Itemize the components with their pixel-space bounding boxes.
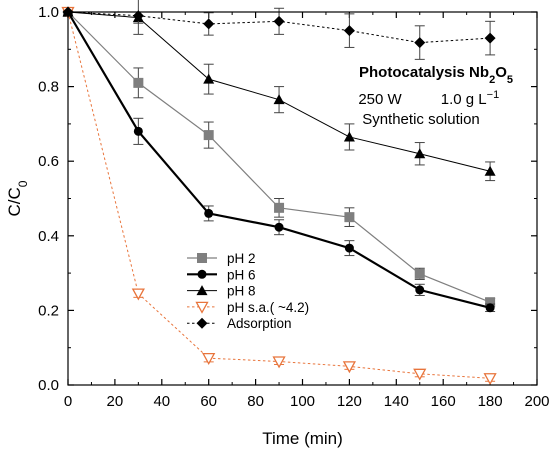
data-point [203, 130, 214, 141]
x-tick-label: 40 [153, 393, 170, 410]
annotation-title-sub2: 5 [507, 74, 513, 86]
legend-label: pH s.a.( ~4.2) [227, 300, 309, 315]
x-tick-label: 120 [337, 393, 362, 410]
data-point [273, 94, 285, 105]
series-2 [63, 7, 496, 313]
data-point [344, 243, 354, 253]
data-point [202, 352, 216, 365]
annotation-dose-main: 1.0 g L [441, 91, 487, 108]
x-axis-title: Time (min) [262, 429, 343, 448]
series-1 [63, 7, 496, 308]
y-tick-labels: 0.0 0.2 0.4 0.6 0.8 1.0 [38, 4, 59, 394]
y-axis-title-main: C/C [5, 187, 24, 216]
legend-label: pH 2 [227, 251, 256, 266]
chart-series [61, 0, 497, 386]
y-tick-label: 0.0 [38, 377, 59, 394]
annotation-dose: 1.0 g L−1 [441, 89, 499, 108]
data-point [414, 37, 426, 49]
data-point [484, 165, 496, 176]
y-axis-title: C/C0 [5, 180, 30, 216]
data-point [485, 303, 495, 313]
data-point [343, 131, 355, 142]
series-line [67, 11, 491, 309]
chart-annotation: Photocatalysis Nb2O5 250 W 1.0 g L−1 Syn… [358, 64, 513, 128]
data-point [132, 10, 144, 22]
x-tick-label: 80 [247, 393, 264, 410]
legend-marker [196, 317, 208, 329]
legend-marker [196, 285, 208, 296]
series-3 [62, 6, 496, 182]
data-point [272, 356, 286, 369]
legend-label: pH 6 [227, 267, 256, 282]
data-point [273, 15, 285, 27]
legend-item-2: pH 6 [187, 267, 256, 282]
data-point [131, 288, 145, 301]
x-tick-labels: 0 20 40 60 80 100 120 140 160 180 200 [64, 393, 550, 410]
annotation-title: Photocatalysis Nb2O5 [359, 64, 513, 86]
x-tick-label: 60 [200, 393, 217, 410]
legend-label: pH 8 [227, 284, 256, 299]
data-point [414, 148, 426, 159]
data-point [343, 25, 355, 37]
x-tick-label: 140 [384, 393, 409, 410]
x-tick-label: 0 [64, 393, 72, 410]
annotation-title-sub1: 2 [489, 74, 495, 86]
data-point [133, 77, 144, 88]
series-5 [62, 0, 496, 60]
data-point [274, 222, 284, 232]
legend-marker [195, 301, 209, 314]
annotation-solution: Synthetic solution [362, 111, 480, 128]
data-point [203, 18, 215, 30]
annotation-title-main: Photocatalysis Nb [359, 64, 489, 81]
x-tick-label: 20 [107, 393, 124, 410]
data-point [203, 73, 215, 84]
data-point [342, 361, 356, 374]
x-tick-label: 160 [431, 393, 456, 410]
data-point [415, 285, 425, 295]
data-point [414, 268, 425, 279]
data-point [483, 373, 497, 386]
y-tick-label: 1.0 [38, 4, 59, 21]
data-point [344, 212, 355, 223]
y-axis-title-sub: 0 [16, 180, 30, 187]
data-point [274, 202, 285, 213]
x-tick-label: 100 [290, 393, 315, 410]
annotation-dose-sup: −1 [487, 89, 500, 101]
data-point [133, 126, 143, 136]
data-point [413, 368, 427, 381]
y-tick-label: 0.2 [38, 302, 59, 319]
plot-frame [67, 11, 538, 386]
annotation-title-mid: O [495, 64, 507, 81]
y-tick-label: 0.4 [38, 228, 59, 245]
x-tick-label: 200 [524, 393, 549, 410]
legend-item-3: pH 8 [187, 284, 256, 299]
legend: pH 2pH 6 pH 8pH s.a.( ~4.2)Adsorption [187, 251, 309, 331]
legend-marker [197, 253, 207, 263]
legend-label: Adsorption [227, 316, 292, 331]
legend-item-4: pH s.a.( ~4.2) [187, 300, 309, 315]
legend-item-1: pH 2 [187, 251, 256, 266]
annotation-power: 250 W [358, 91, 402, 108]
y-tick-label: 0.8 [38, 79, 59, 96]
series-line [67, 11, 491, 303]
legend-marker [197, 269, 207, 279]
y-tick-label: 0.6 [38, 153, 59, 170]
data-point [204, 208, 214, 218]
legend-item-5: Adsorption [187, 316, 292, 331]
x-tick-label: 180 [478, 393, 503, 410]
data-point [484, 32, 496, 44]
